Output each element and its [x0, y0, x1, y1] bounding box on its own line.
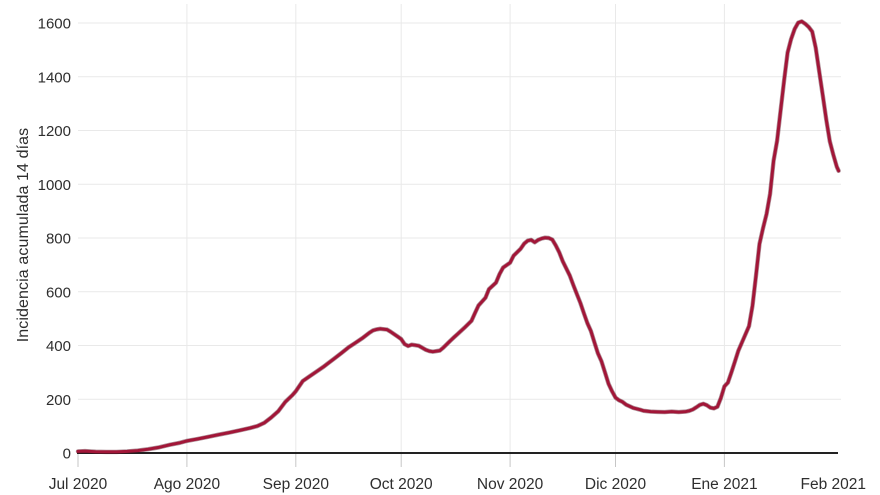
y-axis-title: Incidencia acumulada 14 días: [15, 127, 32, 343]
y-tick-label: 1000: [38, 177, 71, 194]
y-tick-label: 600: [46, 284, 71, 301]
x-tick-label: Ago 2020: [154, 476, 221, 493]
y-tick-label: 1200: [38, 123, 71, 140]
y-tick-label: 0: [63, 446, 71, 463]
x-tick-label: Sep 2020: [263, 476, 330, 493]
x-tick-label: Nov 2020: [477, 476, 544, 493]
incidence-line: [76, 19, 841, 454]
x-tick-label: Oct 2020: [370, 476, 433, 493]
x-tick-label: Dic 2020: [585, 476, 647, 493]
x-tick-label: Ene 2021: [691, 476, 757, 493]
x-tick-label: Jul 2020: [49, 476, 108, 493]
x-tick-label: Feb 2021: [801, 476, 867, 493]
y-tick-label: 800: [46, 231, 71, 248]
y-tick-label: 200: [46, 392, 71, 409]
y-tick-label: 1600: [38, 16, 71, 33]
y-tick-label: 400: [46, 338, 71, 355]
y-tick-label: 1400: [38, 69, 71, 86]
